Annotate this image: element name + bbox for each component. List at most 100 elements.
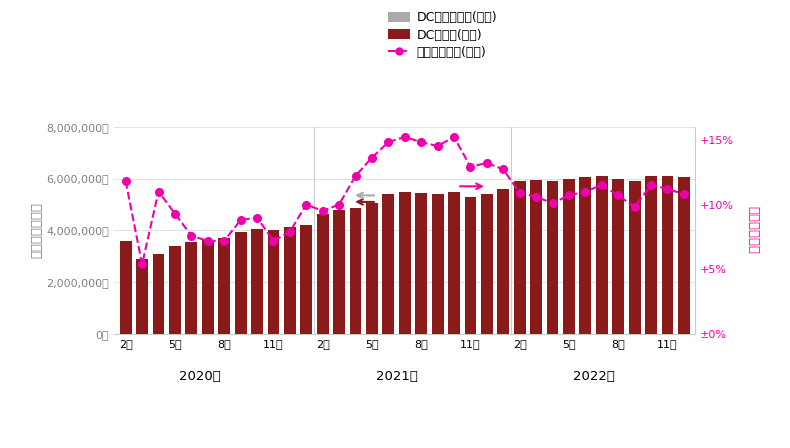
加入来利回り(右軸) [302, 202, 311, 207]
加入来利回り(右軸) [367, 155, 377, 160]
加入来利回り(右軸) [236, 217, 246, 223]
Bar [514, 181, 525, 335]
Bar [399, 191, 411, 335]
Bar [596, 176, 608, 335]
加入来利回り(右軸) [269, 238, 278, 244]
Bar [300, 225, 312, 335]
Bar [416, 193, 427, 335]
Bar [218, 257, 230, 335]
加入来利回り(右軸) [285, 229, 295, 234]
加入来利回り(右軸) [581, 189, 590, 194]
加入来利回り(右軸) [400, 134, 409, 140]
加入来利回り(右軸) [351, 173, 360, 179]
Text: 2022年: 2022年 [573, 370, 615, 383]
Line: 加入来利回り(右軸): 加入来利回り(右軸) [122, 133, 687, 268]
Bar [448, 246, 460, 335]
Bar [333, 252, 345, 335]
Bar [645, 176, 657, 335]
Bar [629, 239, 641, 335]
加入来利回り(右軸) [515, 190, 525, 195]
加入来利回り(右軸) [614, 193, 623, 198]
Bar [563, 241, 575, 335]
加入来利回り(右軸) [318, 208, 327, 214]
Text: 2020年: 2020年 [179, 370, 220, 383]
Bar [284, 227, 295, 335]
Bar [120, 241, 132, 335]
Bar [152, 254, 164, 335]
Bar [268, 231, 280, 335]
Bar [530, 242, 542, 335]
加入来利回り(右軸) [547, 201, 557, 206]
Bar [350, 208, 361, 335]
Bar [202, 258, 213, 335]
Bar [120, 264, 132, 335]
Bar [366, 250, 378, 335]
加入来利回り(右軸) [384, 139, 393, 145]
Bar [678, 237, 690, 335]
Bar [382, 194, 394, 335]
Legend: DC拠出金累計(左軸), DC評価額(左軸), 加入来利回り(右軸): DC拠出金累計(左軸), DC評価額(左軸), 加入来利回り(右軸) [382, 6, 502, 64]
加入来利回り(右軸) [154, 189, 164, 194]
Bar [661, 238, 673, 335]
Bar [431, 194, 443, 335]
加入来利回り(右軸) [252, 215, 261, 220]
Bar [251, 256, 263, 335]
Bar [465, 246, 476, 335]
Bar [465, 197, 476, 335]
Bar [547, 242, 559, 335]
Bar [431, 247, 443, 335]
Bar [530, 180, 542, 335]
Bar [235, 257, 246, 335]
加入来利回り(右軸) [450, 134, 459, 140]
加入来利回り(右軸) [334, 202, 344, 207]
Bar [366, 203, 378, 335]
加入来利回り(右軸) [433, 143, 442, 149]
Bar [481, 194, 493, 335]
Bar [317, 253, 329, 335]
加入来利回り(右軸) [465, 164, 475, 169]
Bar [661, 176, 673, 335]
加入来利回り(右軸) [597, 182, 607, 188]
加入来利回り(右軸) [646, 182, 656, 188]
Bar [136, 263, 148, 335]
Y-axis label: 加入来利回り: 加入来利回り [747, 207, 759, 254]
加入来利回り(右軸) [137, 262, 147, 267]
Bar [399, 249, 411, 335]
Bar [218, 238, 230, 335]
Bar [382, 250, 394, 335]
Bar [612, 178, 624, 335]
Bar [268, 255, 280, 335]
Bar [202, 240, 213, 335]
Bar [169, 260, 181, 335]
Bar [579, 241, 591, 335]
Bar [481, 245, 493, 335]
Bar [333, 210, 345, 335]
Bar [579, 177, 591, 335]
Bar [448, 191, 460, 335]
Bar [563, 178, 575, 335]
加入来利回り(右軸) [186, 233, 196, 238]
Bar [629, 181, 641, 335]
Bar [612, 239, 624, 335]
Y-axis label: 拠出額、評価額: 拠出額、評価額 [31, 202, 43, 258]
Bar [498, 189, 510, 335]
Bar [547, 181, 559, 335]
Bar [317, 214, 329, 335]
Bar [251, 229, 263, 335]
Bar [416, 248, 427, 335]
加入来利回り(右軸) [564, 193, 574, 198]
Bar [136, 259, 148, 335]
加入来利回り(右軸) [170, 211, 179, 216]
Bar [235, 232, 246, 335]
加入来利回り(右軸) [416, 139, 426, 145]
Bar [514, 243, 525, 335]
Text: 2021年: 2021年 [375, 370, 417, 383]
加入来利回り(右軸) [121, 178, 130, 184]
Bar [152, 262, 164, 335]
Bar [169, 246, 181, 335]
加入来利回り(右軸) [663, 186, 672, 192]
Bar [186, 242, 198, 335]
Bar [300, 254, 312, 335]
加入来利回り(右軸) [679, 191, 689, 197]
Bar [498, 244, 510, 335]
